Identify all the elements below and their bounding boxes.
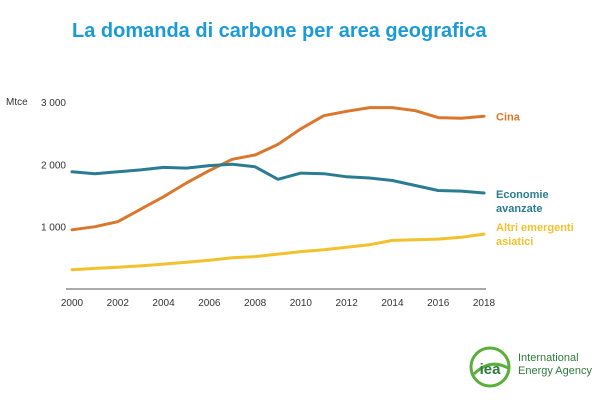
y-tick-label: 1 000 — [41, 223, 66, 234]
series-label-economie-avanzate: Economie avanzate — [496, 189, 549, 215]
iea-logo-ring — [469, 346, 511, 388]
series-label-cina: Cina — [496, 111, 521, 123]
x-tick-label: 2000 — [61, 298, 84, 309]
x-tick-label: 2016 — [427, 298, 450, 309]
iea-logo-line1: International — [518, 352, 579, 364]
series-label-line: Economie — [496, 189, 549, 201]
iea-logo-mark: iea — [480, 361, 502, 378]
y-tick-label: 3 000 — [41, 98, 66, 109]
series-label-line: avanzate — [496, 203, 542, 215]
series-lines — [70, 106, 486, 272]
y-tick-label: 2 000 — [41, 160, 66, 171]
x-tick-label: 2008 — [244, 298, 267, 309]
iea-logo-swoosh — [472, 362, 509, 376]
x-tick-label: 2004 — [152, 298, 175, 309]
x-tick-label: 2018 — [473, 298, 496, 309]
series-line-cina — [70, 106, 486, 232]
iea-logo-icon: iea — [469, 346, 511, 388]
x-tick-label: 2006 — [198, 298, 221, 309]
series-label-line: Altri emergenti — [496, 222, 574, 234]
x-tick-label: 2010 — [290, 298, 313, 309]
x-tick-label: 2012 — [336, 298, 359, 309]
chart-title: La domanda di carbone per area geografic… — [72, 20, 487, 42]
series-label-line: Cina — [496, 111, 521, 123]
x-tick-label: 2002 — [107, 298, 130, 309]
y-axis-labels: Mtce 1 000 2 000 3 000 — [6, 97, 66, 234]
series-line-economie-avanzate — [70, 162, 486, 195]
iea-logo-line2: Energy Agency — [518, 365, 592, 377]
series-label-line: asiatici — [496, 236, 533, 248]
x-tick-label: 2014 — [381, 298, 404, 309]
series-line-altri-emergenti-asiatici — [70, 232, 486, 272]
series-label-altri-emergenti-asiatici: Altri emergenti asiatici — [496, 222, 574, 248]
series-labels: Cina Economie avanzate Altri emergenti asiat… — [496, 111, 574, 248]
iea-logo-text: International Energy Agency — [518, 352, 592, 378]
x-axis-labels: 2000 2002 2004 2006 2008 2010 2012 2014 2016 2018 — [61, 298, 496, 309]
y-axis-unit: Mtce — [6, 97, 28, 108]
